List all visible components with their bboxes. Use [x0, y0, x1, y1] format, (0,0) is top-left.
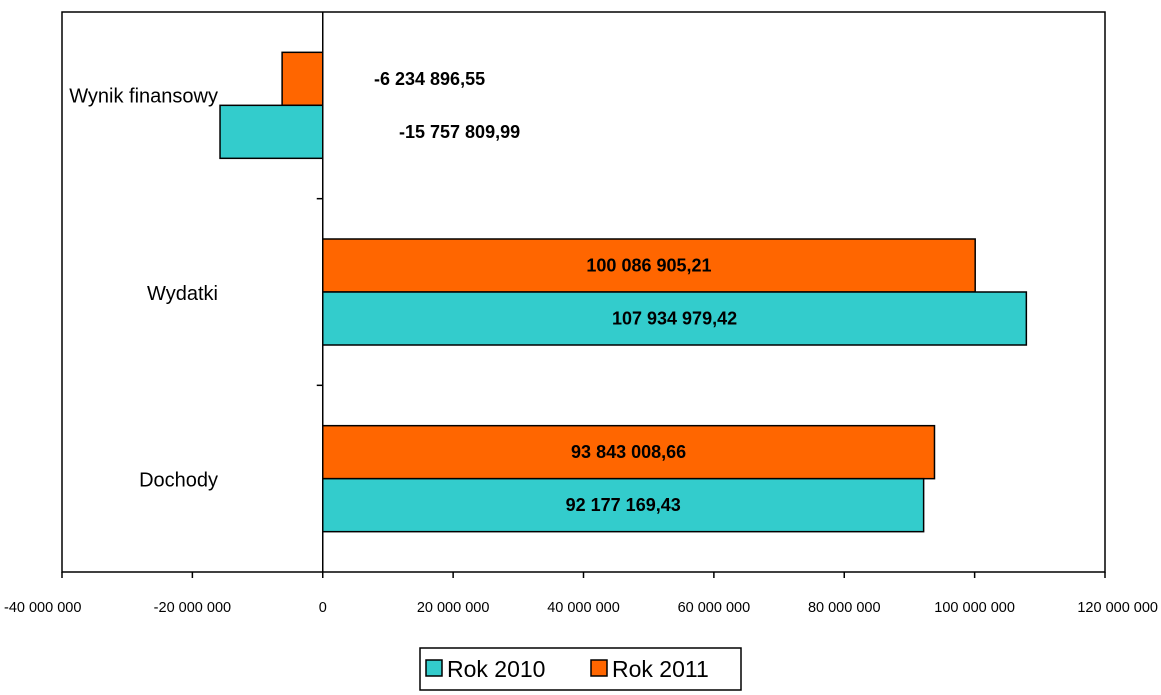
x-tick-label: -40 000 000 [4, 600, 81, 616]
x-tick-label: 120 000 000 [1077, 600, 1158, 616]
bar-rok-2011-wydatki [322, 238, 976, 293]
x-tick-label: 100 000 000 [934, 600, 1015, 616]
x-tick-label: 20 000 000 [417, 600, 490, 616]
x-tick-label: 60 000 000 [678, 600, 751, 616]
category-label-wynik-finansowy: Wynik finansowy [69, 85, 218, 107]
data-label-rok-2011-wynik-finansowy: -6 234 896,55 [374, 69, 485, 89]
bar-rok-2011-wynik-finansowy [281, 51, 324, 107]
bars-layer [219, 51, 1028, 533]
axes-layer: -40 000 000 -20 000 000 0 20 000 000 40 000 … [4, 12, 1158, 616]
x-tick-label: 0 [319, 600, 327, 616]
legend-label-rok-2011: Rok 2011 [612, 656, 709, 682]
bar-rok-2010-wydatki [322, 291, 1028, 346]
data-label-rok-2010-wynik-finansowy: -15 757 809,99 [399, 122, 520, 142]
labels-layer: -6 234 896,55 -15 757 809,99 Wynik finanso… [69, 69, 737, 515]
bar-rok-2010-wynik-finansowy [219, 104, 324, 160]
bar-rok-2010-dochody [322, 477, 925, 533]
legend-frame [419, 647, 742, 691]
x-tick-label: 40 000 000 [547, 600, 620, 616]
data-label-rok-2010-dochody: 92 177 169,43 [566, 495, 681, 515]
category-label-wydatki: Wydatki [147, 283, 218, 305]
data-label-rok-2011-wydatki: 100 086 905,21 [586, 256, 711, 276]
legend-swatch-rok-2010 [425, 659, 443, 677]
legend-label-rok-2010: Rok 2010 [447, 656, 545, 682]
data-label-rok-2010-wydatki: 107 934 979,42 [612, 309, 737, 329]
legend: Rok 2010 Rok 2011 [419, 647, 742, 691]
data-label-rok-2011-dochody: 93 843 008,66 [571, 442, 686, 462]
legend-swatch-rok-2011 [590, 659, 608, 677]
category-label-dochody: Dochody [139, 470, 218, 492]
x-tick-label: 80 000 000 [808, 600, 881, 616]
x-tick-label: -20 000 000 [154, 600, 231, 616]
